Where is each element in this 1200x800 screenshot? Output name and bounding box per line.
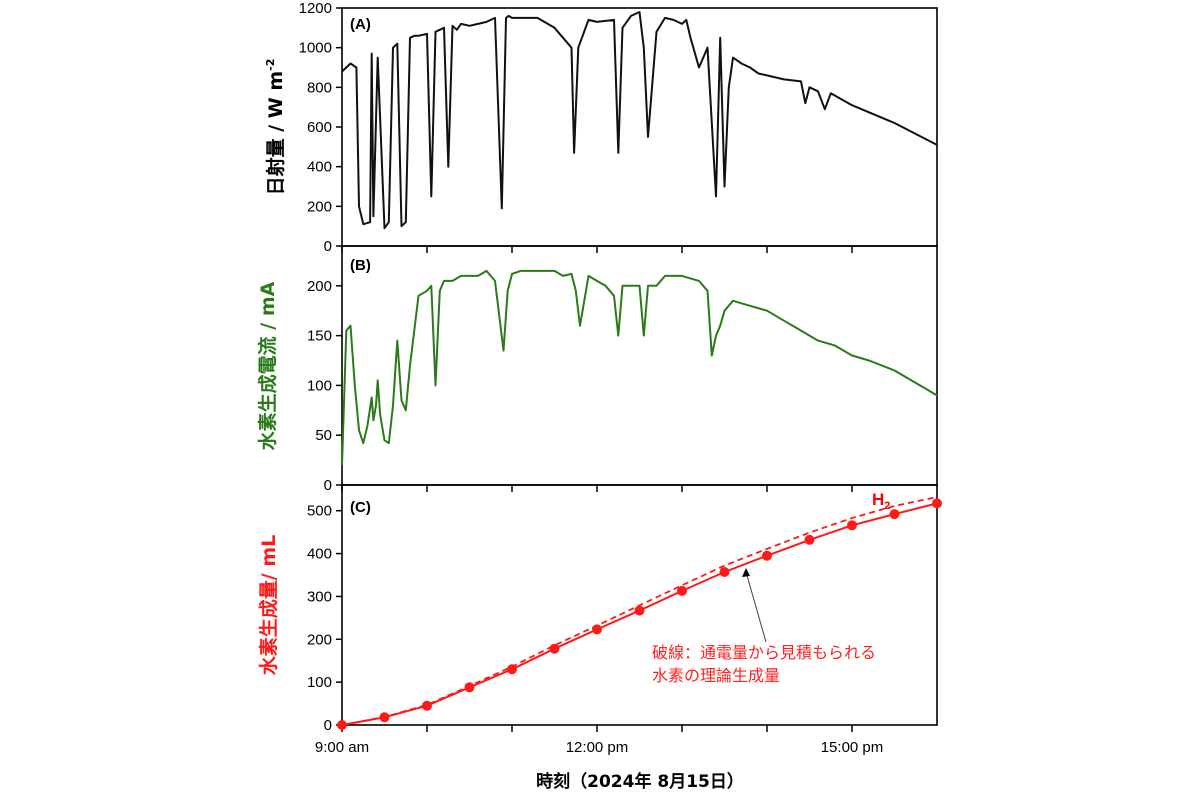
panel-b-ytick-label: 200 — [307, 278, 332, 295]
panel-a-label: (A) — [350, 16, 371, 33]
panel-c-series-line-theoretical — [341, 496, 938, 726]
x-tick-label: 9:00 am — [315, 739, 369, 756]
panel-b-series-line — [341, 269, 938, 466]
panel-c-ytick-label: 500 — [307, 503, 332, 520]
panel-c-ytick-label: 0 — [324, 717, 332, 734]
annotation-leader-line — [745, 571, 767, 643]
panel-c-data-point — [762, 550, 772, 561]
h2-label-main: H — [872, 490, 884, 509]
h2-series-label: H2 — [872, 490, 890, 512]
panel-b-ytick-label: 100 — [307, 377, 332, 394]
annotation-line-1: 破線：通電量から見積もられる — [652, 643, 876, 662]
panel-a-ylabel-sup: -2 — [264, 59, 277, 71]
annotation-arrowhead — [742, 568, 750, 577]
h2-label-sub: 2 — [884, 500, 890, 512]
panel-a-ytick-label: 800 — [307, 79, 332, 96]
panel-c-data-point — [847, 520, 857, 531]
panel-c-ytick-label: 200 — [307, 631, 332, 648]
panel-c-data-point — [634, 605, 645, 616]
panel-b-ytick-label: 0 — [324, 477, 332, 494]
panel-a-ytick-label: 400 — [307, 159, 332, 176]
panel-a-ytick-label: 200 — [307, 198, 332, 215]
x-tick-label: 15:00 pm — [821, 739, 884, 756]
panel-c-data-point — [549, 643, 560, 654]
panel-c-data-point — [507, 664, 517, 675]
panel-b-frame — [341, 245, 938, 486]
panel-a-ytick-label: 1000 — [299, 40, 332, 57]
panel-c-data-point — [932, 498, 942, 509]
panel-c-data-point — [889, 509, 900, 520]
panel-b-ylabel: 水素生成電流 / mA — [256, 281, 279, 450]
panel-c-data-point — [804, 534, 815, 545]
panel-c-ytick-label: 100 — [307, 674, 332, 691]
chart-marks: 0 200 400 600 800 1000 1200 0 50 100 150 200 0 100 200… — [299, 0, 942, 756]
panel-c-data-point — [677, 585, 687, 596]
panel-c-frame — [341, 484, 938, 726]
panel-a-frame — [341, 7, 938, 247]
panel-a-ylabel: 日射量 / W m-2 — [264, 59, 287, 196]
panel-c-label: (C) — [350, 499, 371, 516]
panel-a-ytick-label: 600 — [307, 119, 332, 136]
panel-b-ytick-label: 150 — [307, 328, 332, 345]
panel-c-data-point — [719, 567, 730, 577]
panel-c-data-point — [464, 682, 475, 693]
panel-c-ytick-label: 300 — [307, 588, 332, 605]
panel-a-ylabel-text: 日射量 / W m — [264, 71, 287, 196]
panel-a-ytick-label: 1200 — [299, 0, 332, 17]
panel-a-ytick-label: 0 — [324, 238, 332, 255]
panel-b-ytick-label: 50 — [315, 427, 332, 444]
panel-a-series-line — [341, 11, 938, 230]
annotation-line-2: 水素の理論生成量 — [652, 666, 780, 685]
panel-c-ytick-label: 400 — [307, 546, 332, 563]
panel-b-label: (B) — [350, 257, 371, 274]
x-axis-title: 時刻（2024年 8月15日） — [536, 771, 744, 792]
panel-c-ylabel: 水素生成量/ mL — [257, 535, 280, 675]
x-tick-label: 12:00 pm — [566, 739, 629, 756]
